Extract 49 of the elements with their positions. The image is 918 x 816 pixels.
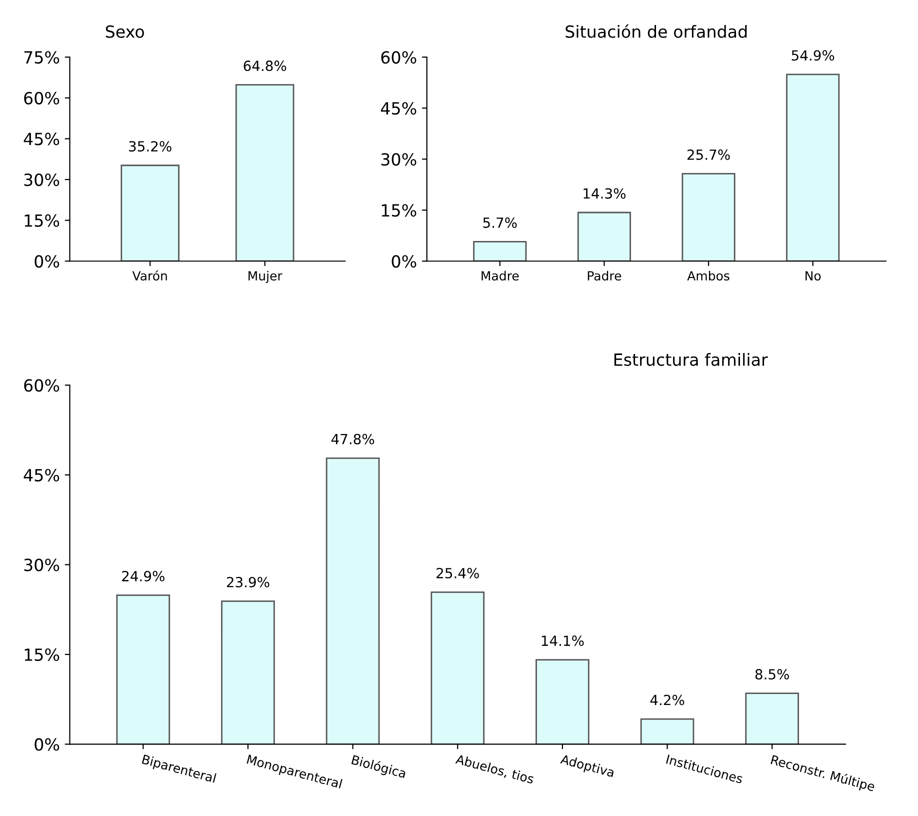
y-tick-label: 0% <box>34 255 60 268</box>
data-label: 25.4% <box>436 568 479 578</box>
data-label: 35.2% <box>129 141 172 152</box>
y-tick-label: 0% <box>34 738 60 751</box>
x-tick-label: Mujer <box>248 270 282 283</box>
data-label: 8.5% <box>755 669 789 680</box>
y-tick-label: 0% <box>392 255 416 268</box>
data-label: 14.1% <box>542 636 584 646</box>
bar <box>745 692 799 744</box>
x-tick-label: Padre <box>588 270 622 281</box>
y-tick-label: 30% <box>381 153 416 166</box>
bar <box>326 457 380 744</box>
bar <box>640 718 694 744</box>
x-tick-label: Varón <box>132 270 167 281</box>
y-tick-label: 45% <box>24 468 60 482</box>
chart-title: Situación de orfandad <box>566 24 747 38</box>
y-tick-label: 60% <box>24 92 60 104</box>
bar <box>786 74 840 262</box>
bar <box>430 592 485 744</box>
y-tick-label: 30% <box>24 558 60 572</box>
y-tick-label: 15% <box>24 214 60 227</box>
bar <box>116 594 170 744</box>
data-label: 24.9% <box>122 570 164 582</box>
bar <box>473 241 527 262</box>
data-label: 4.2% <box>650 694 684 706</box>
data-label: 54.9% <box>792 50 834 61</box>
x-tick-label: Madre <box>482 270 519 281</box>
x-tick-label: Ambos <box>687 270 730 281</box>
y-tick-label: 60% <box>381 51 416 64</box>
y-tick-label: 45% <box>24 132 60 146</box>
y-tick-label: 15% <box>382 204 416 217</box>
x-tick-label: No <box>806 271 821 281</box>
data-label: 64.8% <box>244 60 286 72</box>
y-tick-label: 30% <box>24 173 60 186</box>
data-label: 25.7% <box>687 149 730 160</box>
y-tick-label: 75% <box>24 51 60 64</box>
y-tick-label: 45% <box>380 102 416 115</box>
bar <box>577 212 631 262</box>
chart-title: Sexo <box>106 25 144 38</box>
data-label: 14.3% <box>584 188 626 199</box>
data-label: 47.8% <box>331 434 374 444</box>
chart-title: Estructura familiar <box>614 353 768 366</box>
data-label: 23.9% <box>226 576 270 588</box>
bar <box>221 600 275 744</box>
data-label: 5.7% <box>483 217 517 228</box>
y-tick-label: 15% <box>24 648 60 661</box>
bar <box>536 659 590 744</box>
y-tick-label: 60% <box>24 379 60 392</box>
bar <box>682 173 736 262</box>
